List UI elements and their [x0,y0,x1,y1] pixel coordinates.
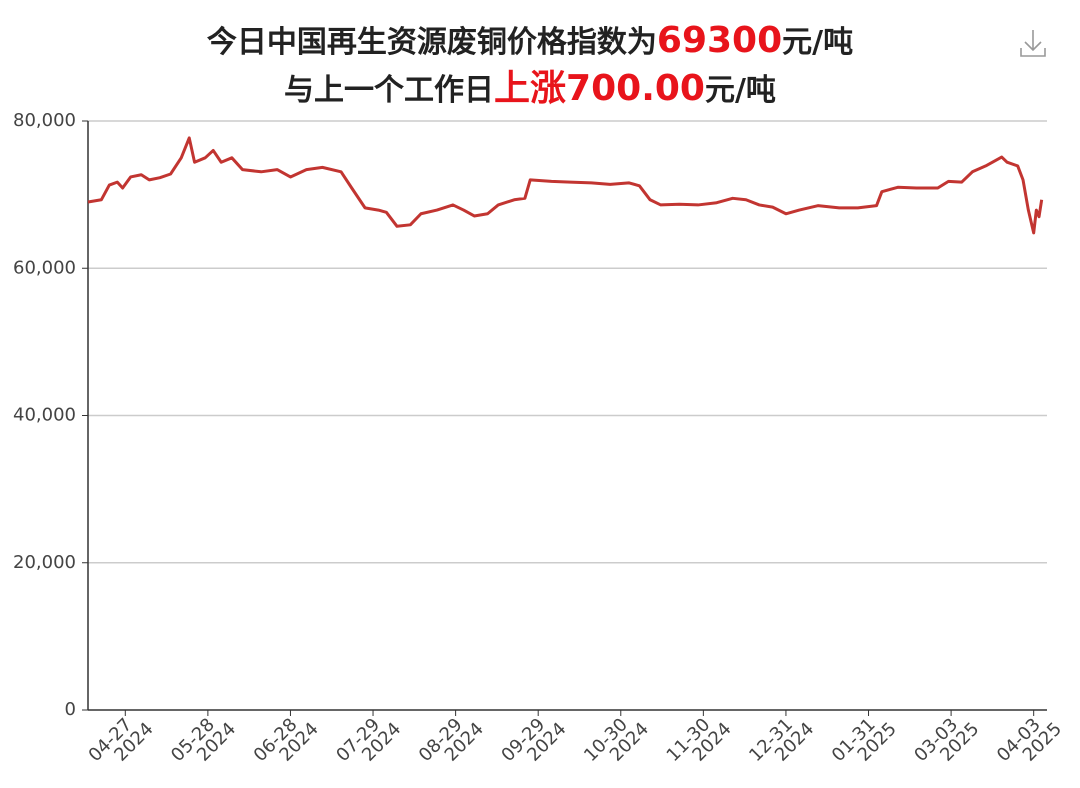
title-text: 元/吨 [782,25,854,60]
x-tick-label: 11-302024 [663,706,736,779]
x-tick-label: 12-312024 [745,706,818,779]
x-tick-label: 03-032025 [910,706,983,779]
x-tick-label: 05-282024 [167,706,240,779]
y-tick-label: 0 [65,699,76,720]
title-text: 今日中国再生资源废铜价格指数为 [206,25,657,60]
x-tick-label: 10-302024 [580,706,653,779]
title-line: 今日中国再生资源废铜价格指数为69300元/吨 [0,18,1060,66]
title-text: 与上一个工作日 [284,73,495,108]
title-highlight: 上涨700.00 [494,68,705,109]
chart-title: 今日中国再生资源废铜价格指数为69300元/吨 与上一个工作日上涨700.00元… [0,18,1060,114]
title-line: 与上一个工作日上涨700.00元/吨 [0,66,1060,114]
line [87,136,1044,235]
title-highlight: 69300 [656,20,783,61]
x-tick-label: 09-292024 [497,706,570,779]
y-tick-label: 20,000 [13,552,76,573]
y-tick-label: 80,000 [13,110,76,131]
y-tick-label: 40,000 [13,405,76,426]
title-text: 元/吨 [704,73,776,108]
x-tick-label: 04-032025 [993,706,1066,779]
x-tick-label: 08-292024 [415,706,488,779]
x-tick-label: 07-292024 [332,706,405,779]
download-icon[interactable] [1020,30,1046,57]
y-tick-label: 60,000 [13,257,76,278]
download-glyph[interactable] [1020,30,1046,57]
x-tick-label: 01-312025 [828,706,901,779]
x-tick-label: 06-282024 [250,706,323,779]
x-tick-label: 04-272024 [85,706,158,779]
